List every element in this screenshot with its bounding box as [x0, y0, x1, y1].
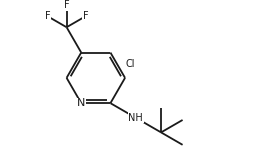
Text: N: N [77, 98, 85, 108]
Text: F: F [45, 11, 51, 21]
Text: F: F [83, 11, 88, 21]
Text: Cl: Cl [125, 59, 135, 69]
Text: F: F [64, 0, 69, 10]
Text: NH: NH [128, 113, 143, 123]
